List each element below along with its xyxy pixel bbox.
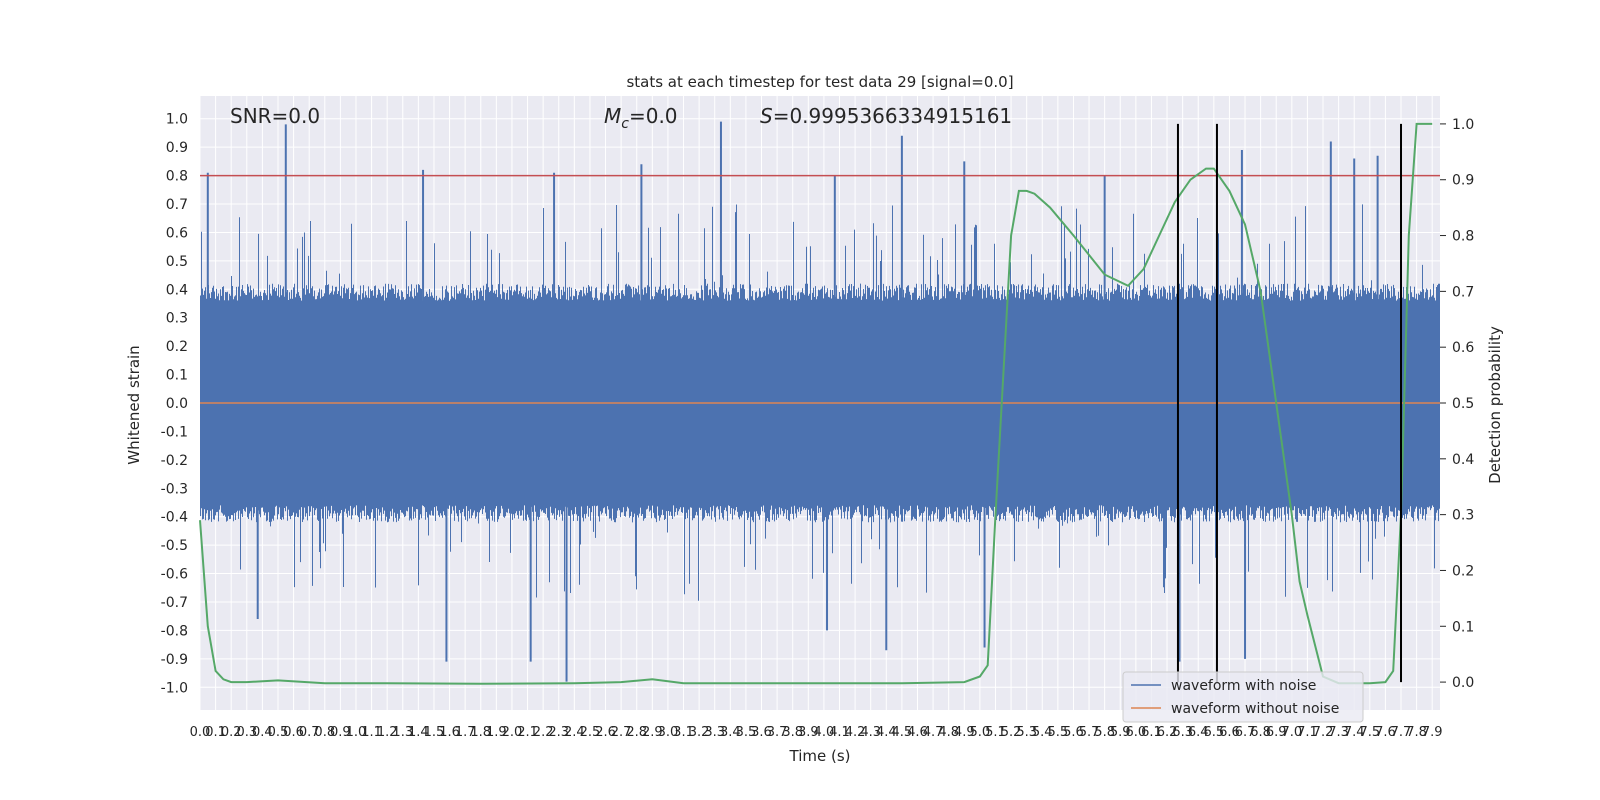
y-right-tick-label: 0.1 — [1452, 619, 1474, 635]
y-left-tick-label: 0.1 — [166, 368, 188, 384]
y-left-tick-label: -0.4 — [161, 510, 188, 526]
chirp-mass-symbol: M — [604, 104, 621, 128]
y-right-tick-label: 0.3 — [1452, 508, 1474, 524]
y-left-tick-label: -0.2 — [161, 453, 188, 469]
y-left-tick-label: -0.8 — [161, 623, 188, 639]
y-left-tick-label: 0.5 — [166, 254, 188, 270]
y-left-tick-label: 1.0 — [166, 112, 188, 128]
legend-label-clean: waveform without noise — [1171, 701, 1339, 717]
y-left-tick-label: -0.6 — [161, 567, 188, 583]
x-axis-label: Time (s) — [789, 747, 851, 765]
legend-label-noise: waveform with noise — [1171, 678, 1316, 694]
y-left-tick-label: -1.0 — [161, 680, 188, 696]
y-left-tick-label: 0.3 — [166, 311, 188, 327]
y-right-tick-label: 0.6 — [1452, 340, 1474, 356]
chirp-mass-value: =0.0 — [629, 104, 678, 128]
x-tick-labels: 0.00.10.20.30.40.50.60.70.80.91.01.11.21… — [190, 725, 1443, 740]
y-left-tick-label: -0.7 — [161, 595, 188, 611]
y-right-tick-label: 0.8 — [1452, 229, 1474, 245]
y-right-axis-label: Detection probability — [1486, 326, 1504, 484]
y-right-tick-label: 0.7 — [1452, 284, 1474, 300]
s-value: =0.9995366334915161 — [773, 104, 1012, 128]
y-left-tick-label: -0.5 — [161, 538, 188, 554]
y-right-tick-label: 0.4 — [1452, 452, 1474, 468]
legend: waveform with noise waveform without noi… — [1123, 672, 1363, 722]
s-symbol: S — [760, 104, 773, 128]
y-left-tick-labels: 1.0 0.9 0.8 0.7 0.6 0.5 0.4 0.3 0.2 0.1 0.0 -0.1 -0.… — [161, 112, 188, 697]
y-left-tick-label: 0.7 — [166, 197, 188, 213]
y-right-tick-label: 0.2 — [1452, 563, 1474, 579]
y-left-tick-label: 0.2 — [166, 339, 188, 355]
chart-title: stats at each timestep for test data 29 … — [626, 73, 1013, 91]
y-left-tick-label: 0.0 — [166, 396, 188, 412]
y-left-tick-label: -0.1 — [161, 424, 188, 440]
y-left-tick-label: 0.6 — [166, 225, 188, 241]
y-left-tick-label: 0.4 — [166, 282, 188, 298]
y-right-tick-label: 0.0 — [1452, 675, 1474, 691]
y-left-tick-label: -0.9 — [161, 652, 188, 668]
s-statistic-annotation: S=0.9995366334915161 — [760, 104, 1012, 128]
y-right-tick-label: 0.5 — [1452, 396, 1474, 412]
snr-annotation: SNR=0.0 — [230, 104, 320, 128]
y-right-tick-label: 0.9 — [1452, 173, 1474, 189]
y-left-tick-label: -0.3 — [161, 481, 188, 497]
y-left-tick-label: 0.9 — [166, 140, 188, 156]
y-right-tick-label: 1.0 — [1452, 117, 1474, 133]
x-tick-label: 7.9 — [1422, 725, 1443, 740]
y-left-axis-label: Whitened strain — [125, 345, 143, 464]
y-left-tick-label: 0.8 — [166, 169, 188, 185]
chirp-mass-annotation: Mc=0.0 — [604, 104, 678, 132]
